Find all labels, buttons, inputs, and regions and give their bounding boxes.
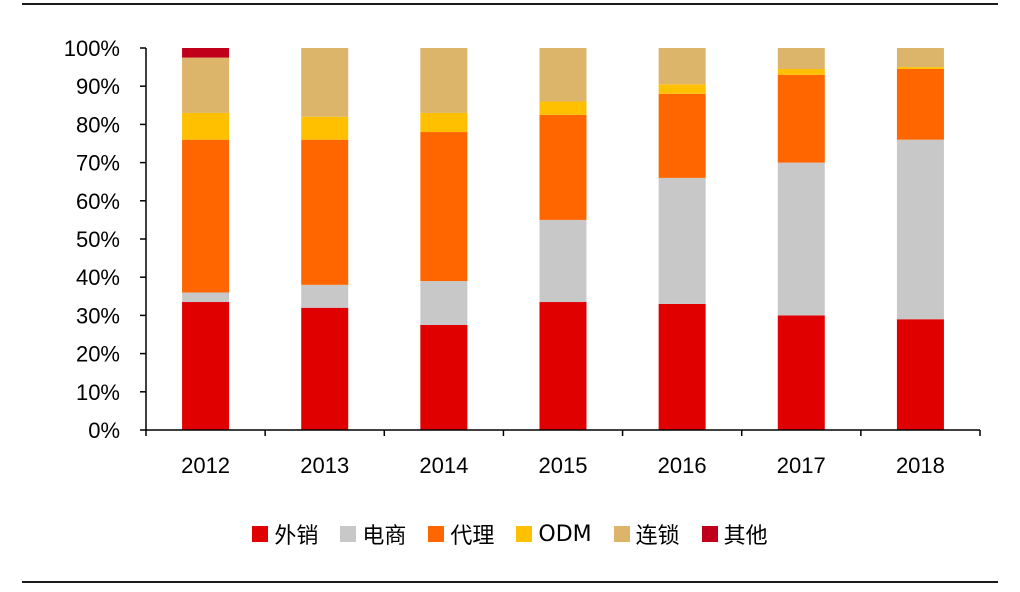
legend-label: 电商 bbox=[362, 524, 407, 549]
bar-2014-series-1 bbox=[420, 281, 468, 325]
y-tick-label: 80% bbox=[76, 112, 120, 137]
x-tick-label-2016: 2016 bbox=[658, 453, 707, 478]
bar-2012-series-2 bbox=[182, 139, 230, 293]
legend-item-1: 电商 bbox=[340, 518, 406, 550]
legend-item-4: 连锁 bbox=[613, 518, 680, 550]
y-tick-label: 90% bbox=[76, 74, 120, 99]
legend-swatch bbox=[701, 526, 718, 542]
bar-2018-series-0 bbox=[896, 319, 944, 430]
legend-swatch bbox=[340, 526, 357, 542]
y-tick-label: 30% bbox=[76, 303, 120, 328]
bar-2015-series-4 bbox=[539, 48, 587, 102]
x-tick-label-2012: 2012 bbox=[181, 453, 230, 478]
bar-2018-series-2 bbox=[896, 69, 944, 140]
x-tick-label-2018: 2018 bbox=[896, 453, 945, 478]
bar-2013-series-3 bbox=[301, 116, 349, 140]
legend-label: 代理 bbox=[450, 524, 495, 549]
bar-2014-series-4 bbox=[420, 48, 468, 113]
x-tick-label-2017: 2017 bbox=[777, 453, 826, 478]
bar-2012-series-0 bbox=[182, 302, 230, 430]
x-tick-label-2015: 2015 bbox=[539, 453, 588, 478]
legend-swatch bbox=[613, 526, 630, 542]
y-tick-label: 70% bbox=[76, 151, 120, 176]
top-rule bbox=[22, 3, 998, 5]
bar-2013-series-2 bbox=[301, 139, 349, 285]
bar-2017-series-0 bbox=[777, 315, 825, 430]
bar-2017-series-3 bbox=[777, 69, 825, 75]
bar-2013-series-4 bbox=[301, 48, 349, 117]
y-tick-label: 20% bbox=[76, 342, 120, 367]
y-tick-label: 0% bbox=[88, 418, 120, 443]
legend-label: ODM bbox=[538, 521, 592, 547]
bar-2014-series-2 bbox=[420, 132, 468, 282]
bar-2017-series-2 bbox=[777, 74, 825, 163]
legend-item-5: 其他 bbox=[701, 518, 768, 550]
y-tick-label: 50% bbox=[76, 227, 120, 252]
bar-2013-series-0 bbox=[301, 307, 349, 430]
bar-2016-series-2 bbox=[658, 93, 706, 178]
bar-2015-series-1 bbox=[539, 219, 587, 303]
bar-2016-series-0 bbox=[658, 303, 706, 430]
legend-swatch bbox=[428, 526, 445, 542]
x-tick-label-2014: 2014 bbox=[419, 453, 468, 478]
bar-2017-series-1 bbox=[777, 162, 825, 316]
legend: 外销 电商 代理 ODM 连锁 其他 bbox=[0, 516, 1020, 552]
bar-2014-series-0 bbox=[420, 324, 468, 430]
bar-2016-series-1 bbox=[658, 177, 706, 304]
stacked-bar-chart: 0%10%20%30%40%50%60%70%80%90%100% 2012 20… bbox=[64, 36, 981, 478]
bar-2014-series-3 bbox=[420, 112, 468, 133]
bar-2018-series-1 bbox=[896, 139, 944, 320]
x-tick-layer: 2012 2013 2014 2015 2016 2017 2018 bbox=[145, 430, 981, 478]
bar-2018-series-4 bbox=[896, 48, 944, 68]
legend-swatch bbox=[516, 526, 533, 542]
legend-item-0: 外销 bbox=[252, 518, 318, 550]
bar-2012-series-4 bbox=[182, 57, 230, 113]
y-tick-label: 10% bbox=[76, 380, 120, 405]
legend-label: 其他 bbox=[723, 524, 768, 549]
x-tick-label-2013: 2013 bbox=[300, 453, 349, 478]
bar-2012-series-1 bbox=[182, 292, 230, 303]
bar-2015-series-2 bbox=[539, 114, 587, 220]
bar-2012-series-5 bbox=[182, 48, 230, 58]
bar-2012-series-3 bbox=[182, 112, 230, 140]
y-tick-label: 40% bbox=[76, 265, 120, 290]
bar-2018-series-3 bbox=[896, 67, 944, 70]
y-tick-label: 60% bbox=[76, 189, 120, 214]
bar-2015-series-3 bbox=[539, 101, 587, 115]
legend-swatch bbox=[252, 526, 269, 542]
bar-2013-series-1 bbox=[301, 284, 349, 308]
legend-label: 外销 bbox=[274, 524, 319, 549]
bar-2016-series-4 bbox=[658, 48, 706, 85]
bottom-rule bbox=[22, 581, 998, 583]
bar-2015-series-0 bbox=[539, 302, 587, 430]
bar-layer bbox=[182, 48, 944, 430]
legend-item-2: 代理 bbox=[428, 518, 494, 550]
bar-2016-series-3 bbox=[658, 84, 706, 94]
legend-label: 连锁 bbox=[635, 524, 680, 549]
bar-2017-series-4 bbox=[777, 48, 825, 70]
legend-item-3: ODM bbox=[516, 521, 592, 547]
y-tick-layer: 0% 10% 20% 30% 40% 50% 60% 70% 80% 90% 100% bbox=[64, 36, 146, 443]
y-tick-label: 100% bbox=[64, 36, 120, 61]
